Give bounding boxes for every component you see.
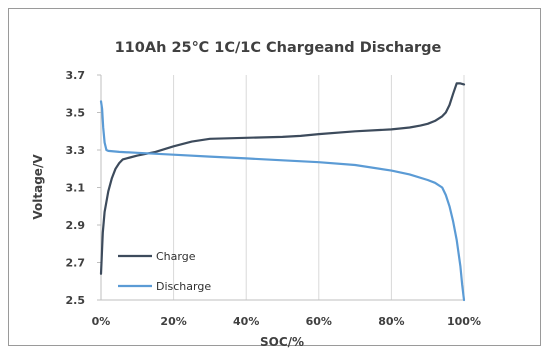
y-tick-label: 2.9 xyxy=(66,219,86,232)
y-tick-label: 3.7 xyxy=(66,69,86,82)
legend-label-discharge: Discharge xyxy=(156,280,211,293)
x-tick-label: 20% xyxy=(160,315,186,328)
chart-frame xyxy=(8,8,541,346)
grid xyxy=(173,75,465,300)
y-tick-labels: 2.5 2.7 2.9 3.1 3.3 3.5 3.7 xyxy=(66,69,86,307)
x-tick-label: 80% xyxy=(378,315,404,328)
x-tick-label: 40% xyxy=(233,315,259,328)
x-tick-label: 60% xyxy=(306,315,332,328)
legend-label-charge: Charge xyxy=(156,250,196,263)
y-tick-label: 2.7 xyxy=(66,257,86,270)
x-tick-labels: 0% 20% 40% 60% 80% 100% xyxy=(92,315,481,328)
x-axis-label: SOC/% xyxy=(260,335,304,349)
y-tick-label: 3.1 xyxy=(66,182,86,195)
legend: Charge Discharge xyxy=(118,250,211,293)
y-tick-label: 3.5 xyxy=(66,107,86,120)
chart-title: 110Ah 25℃ 1C/1C Chargeand Discharge xyxy=(115,40,442,56)
series-line-discharge xyxy=(99,100,466,302)
axes xyxy=(97,74,464,301)
y-axis-label: Voltage/V xyxy=(31,154,45,220)
y-tick-label: 2.5 xyxy=(66,294,86,307)
y-tick-label: 3.3 xyxy=(66,144,86,157)
series-line-charge xyxy=(99,82,466,275)
x-tick-label: 0% xyxy=(92,315,111,328)
series-lines xyxy=(99,82,466,302)
x-tick-label: 100% xyxy=(447,315,481,328)
